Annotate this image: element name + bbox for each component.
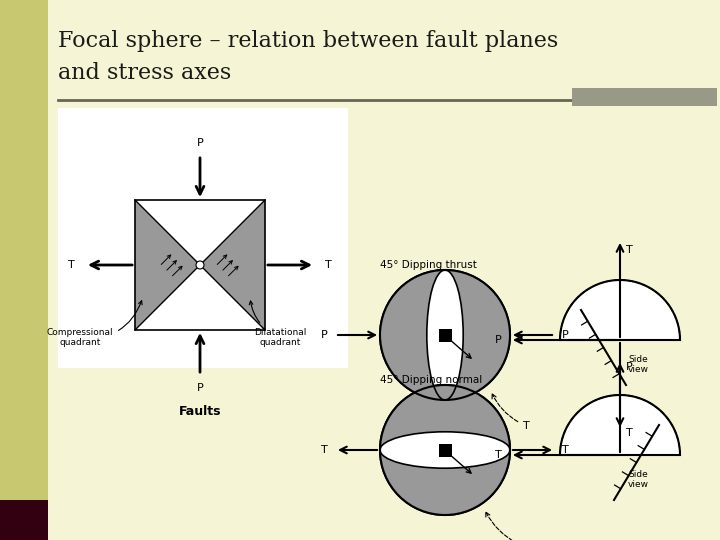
Bar [0,500,48,540]
Bar [438,443,451,456]
Circle shape [380,270,510,400]
Text: P: P [562,330,569,340]
Text: 45° Dipping normal: 45° Dipping normal [380,375,482,385]
Text: T: T [68,260,75,270]
Text: Dilatational
quadrant: Dilatational quadrant [249,301,306,347]
Bar [0,0,48,540]
Circle shape [196,261,204,269]
Polygon shape [380,385,510,450]
Text: T: T [325,260,332,270]
Polygon shape [135,200,200,330]
Polygon shape [560,280,680,340]
Text: T: T [492,394,530,431]
Text: T: T [562,445,569,455]
Bar [438,328,451,341]
Text: T: T [495,450,502,460]
Text: Faults: Faults [179,405,221,418]
Bar [135,200,265,330]
Text: 45° Dipping thrust: 45° Dipping thrust [380,260,477,270]
Text: P: P [197,383,203,393]
Text: T: T [626,428,633,438]
Bar [58,108,348,368]
Polygon shape [135,200,265,265]
Bar [572,88,717,106]
Polygon shape [560,395,680,455]
Text: P: P [486,512,530,540]
Polygon shape [380,270,445,400]
Text: T: T [321,445,328,455]
Text: T: T [626,245,633,255]
Text: P: P [197,138,203,148]
Text: Side
view: Side view [628,470,649,489]
Polygon shape [200,200,265,330]
Text: P: P [626,362,633,372]
Text: Compressional
quadrant: Compressional quadrant [47,301,142,347]
Polygon shape [445,270,510,400]
Text: and stress axes: and stress axes [58,62,231,84]
Polygon shape [380,450,510,515]
Text: P: P [321,330,328,340]
Text: Focal sphere – relation between fault planes: Focal sphere – relation between fault pl… [58,30,558,52]
Text: Side
view: Side view [628,355,649,374]
Polygon shape [135,265,265,330]
Circle shape [380,385,510,515]
Text: P: P [495,335,502,345]
